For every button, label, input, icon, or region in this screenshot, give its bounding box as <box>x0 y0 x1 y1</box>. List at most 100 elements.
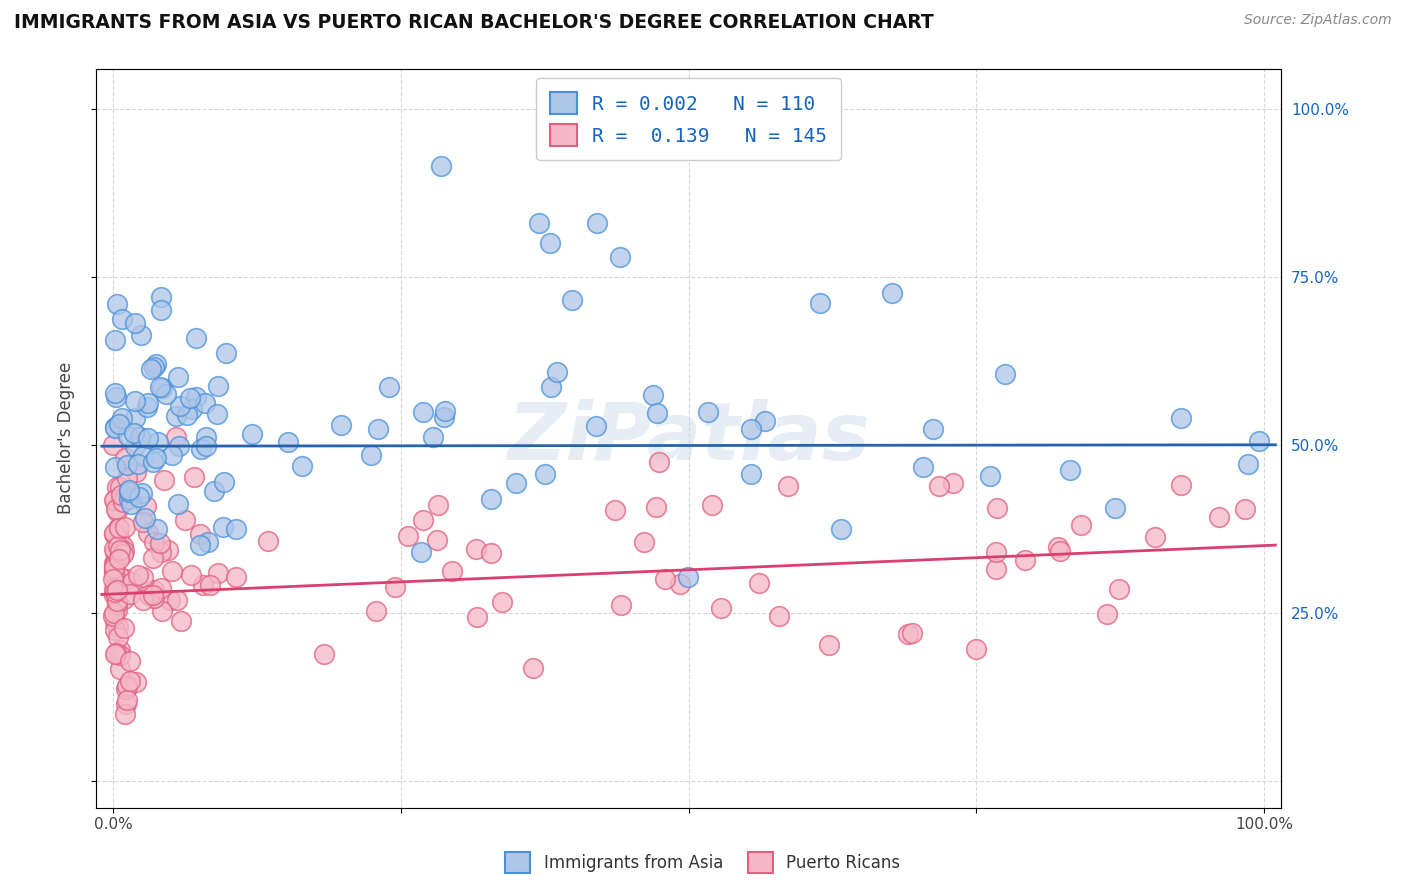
Point <box>740 467 762 481</box>
Point <box>411 545 433 559</box>
Point <box>384 580 406 594</box>
Point <box>118 674 141 689</box>
Point <box>901 626 924 640</box>
Point <box>465 610 488 624</box>
Point <box>426 533 449 548</box>
Point <box>808 296 831 310</box>
Point <box>1059 463 1081 477</box>
Point <box>527 216 550 230</box>
Point <box>103 556 125 570</box>
Point <box>105 585 128 599</box>
Point <box>181 401 204 416</box>
Point <box>240 427 263 442</box>
Point <box>202 484 225 499</box>
Point <box>152 473 174 487</box>
Point <box>103 573 125 587</box>
Point <box>104 493 127 508</box>
Point <box>190 442 212 456</box>
Point <box>818 639 841 653</box>
Point <box>257 534 280 549</box>
Point <box>912 459 935 474</box>
Point <box>136 525 159 540</box>
Point <box>149 581 172 595</box>
Text: Source: ZipAtlas.com: Source: ZipAtlas.com <box>1244 13 1392 28</box>
Point <box>112 547 135 561</box>
Point <box>205 407 228 421</box>
Point <box>138 431 160 445</box>
Point <box>430 159 453 173</box>
Point <box>105 582 128 597</box>
Point <box>114 451 136 466</box>
Point <box>188 526 211 541</box>
Point <box>104 333 127 347</box>
Point <box>117 679 139 693</box>
Point <box>174 513 197 527</box>
Point <box>540 236 562 251</box>
Point <box>136 396 159 410</box>
Point <box>108 480 131 494</box>
Text: IMMIGRANTS FROM ASIA VS PUERTO RICAN BACHELOR'S DEGREE CORRELATION CHART: IMMIGRANTS FROM ASIA VS PUERTO RICAN BAC… <box>14 13 934 32</box>
Point <box>184 391 207 405</box>
Point <box>132 569 155 583</box>
Point <box>426 499 449 513</box>
Point <box>641 388 664 402</box>
Point <box>124 439 146 453</box>
Point <box>107 620 129 634</box>
Point <box>149 535 172 549</box>
Point <box>609 250 631 264</box>
Point <box>138 588 160 602</box>
Point <box>104 647 127 661</box>
Point <box>110 312 132 326</box>
Point <box>212 520 235 534</box>
Point <box>142 588 165 602</box>
Point <box>1049 543 1071 558</box>
Point <box>145 451 167 466</box>
Point <box>546 366 568 380</box>
Point <box>103 525 125 540</box>
Point <box>479 491 502 506</box>
Point <box>135 400 157 414</box>
Point <box>197 535 219 549</box>
Point <box>108 532 131 546</box>
Point <box>114 681 136 696</box>
Point <box>165 409 187 424</box>
Point <box>157 543 180 558</box>
Point <box>880 286 903 301</box>
Point <box>195 430 218 444</box>
Point <box>103 566 125 581</box>
Point <box>1104 501 1126 516</box>
Point <box>169 400 191 414</box>
Point <box>110 570 132 584</box>
Point <box>115 572 138 586</box>
Point <box>104 585 127 599</box>
Point <box>124 411 146 425</box>
Point <box>132 449 155 463</box>
Point <box>740 422 762 436</box>
Point <box>115 471 138 485</box>
Point <box>166 497 188 511</box>
Point <box>330 418 353 433</box>
Point <box>108 543 131 558</box>
Point <box>145 522 167 536</box>
Point <box>114 621 136 635</box>
Point <box>108 521 131 535</box>
Point <box>150 290 173 304</box>
Point <box>165 430 187 444</box>
Point <box>107 630 129 644</box>
Point <box>1046 541 1069 555</box>
Point <box>104 646 127 660</box>
Point <box>183 469 205 483</box>
Point <box>134 511 156 525</box>
Point <box>464 541 486 556</box>
Point <box>105 526 128 541</box>
Point <box>979 469 1001 483</box>
Point <box>108 417 131 431</box>
Point <box>433 404 456 418</box>
Point <box>111 495 134 509</box>
Point <box>645 406 668 420</box>
Point <box>105 296 128 310</box>
Point <box>986 561 1008 575</box>
Point <box>118 492 141 507</box>
Point <box>103 561 125 575</box>
Point <box>108 662 131 676</box>
